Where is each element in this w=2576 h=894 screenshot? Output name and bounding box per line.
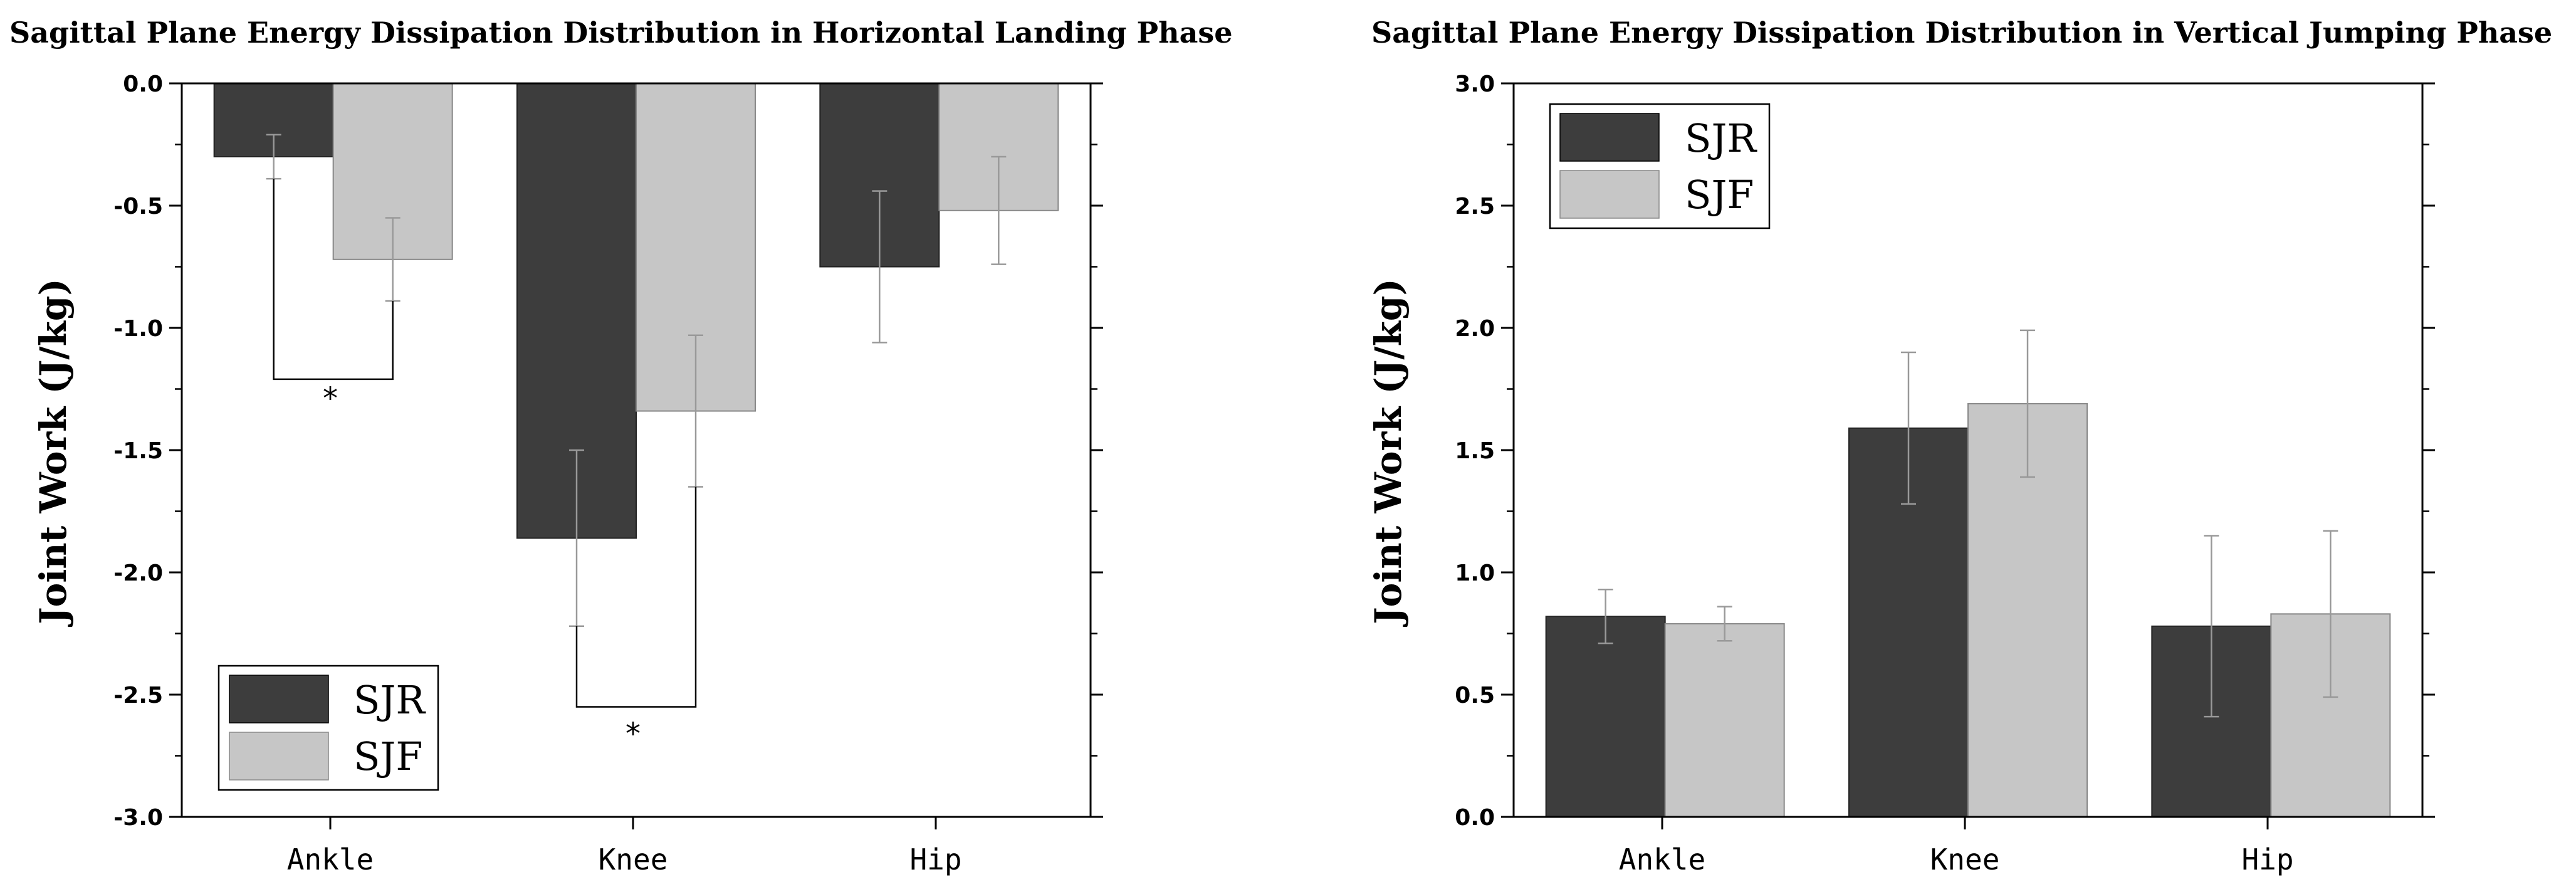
- y-tick-label: 0.5: [1455, 683, 1495, 708]
- legend-label-sjr: SJR: [353, 677, 426, 723]
- chart-right-ylabel: Joint Work (J/kg): [1367, 278, 1410, 628]
- significance-bracket-knee: [575, 486, 697, 708]
- y-tick-label: -1.5: [113, 438, 163, 464]
- y-tick-label: -1.0: [113, 316, 163, 342]
- significance-star-ankle: *: [323, 381, 338, 416]
- error-bar-sjf-hip: [2323, 530, 2338, 698]
- x-tick-label-ankle: Ankle: [1619, 843, 1705, 876]
- y-tick-label: 0.0: [1455, 805, 1495, 831]
- y-tick-label: 2.0: [1455, 316, 1495, 342]
- error-bar-sjr-hip: [2204, 535, 2219, 718]
- chart-left-ylabel: Joint Work (J/kg): [32, 278, 75, 628]
- chart-left-significance: * *: [273, 179, 697, 752]
- chart-left-bars: [213, 83, 1059, 539]
- chart-left-x-ticks: Ankle Knee Hip: [287, 817, 962, 876]
- y-tick-label: -2.5: [113, 683, 163, 708]
- error-bar-sjr-hip: [872, 190, 887, 344]
- legend-label-sjr: SJR: [1685, 115, 1757, 161]
- chart-left-plot-frame: [181, 82, 1092, 818]
- chart-left-title: Sagittal Plane Energy Dissipation Distri…: [9, 16, 1233, 50]
- chart-right-x-ticks: Ankle Knee Hip: [1619, 817, 2294, 876]
- error-bar-sjf-knee: [2020, 329, 2035, 478]
- x-tick-label-knee: Knee: [599, 843, 668, 876]
- y-tick-label: 2.5: [1455, 194, 1495, 219]
- x-tick-label-hip: Hip: [909, 843, 961, 876]
- significance-bracket-ankle: [273, 179, 394, 381]
- chart-right-plot-frame: [1512, 82, 2424, 818]
- legend-swatch-sjf: [229, 732, 329, 781]
- bar-sjr-ankle: [1545, 616, 1666, 818]
- chart-left-legend: SJR SJF: [217, 665, 439, 791]
- x-tick-label-knee: Knee: [1930, 843, 2000, 876]
- error-bar-sjr-knee: [1901, 351, 1916, 505]
- bar-sjf-ankle: [1664, 623, 1785, 818]
- legend-swatch-sjr: [1559, 113, 1660, 162]
- chart-right-legend: SJR SJF: [1549, 103, 1771, 229]
- error-bar-sjf-hip: [991, 155, 1007, 265]
- y-tick-label: -0.5: [113, 194, 163, 219]
- chart-right-title: Sagittal Plane Energy Dissipation Distri…: [1371, 16, 2552, 50]
- x-tick-label-ankle: Ankle: [287, 843, 374, 876]
- chart-left: Sagittal Plane Energy Dissipation Distri…: [9, 16, 1233, 876]
- y-tick-label: -2.0: [113, 560, 163, 586]
- chart-right-bars: [1545, 402, 2391, 818]
- y-tick-label: 1.5: [1455, 438, 1495, 464]
- y-tick-label: 0.0: [123, 71, 163, 97]
- significance-star-knee: *: [626, 717, 641, 752]
- y-tick-label: -3.0: [113, 805, 163, 831]
- legend-label-sjf: SJF: [1685, 172, 1754, 218]
- chart-left-y-ticks: 0.0 -0.5 -1.0 -1.5 -2.0 -2.5 -3.0: [113, 71, 1103, 831]
- error-bar-sjf-ankle: [1717, 606, 1732, 642]
- chart-right-error-bars: [1598, 329, 2338, 718]
- legend-swatch-sjr: [229, 675, 329, 723]
- error-bar-sjr-ankle: [1598, 589, 1613, 644]
- y-tick-label: 3.0: [1455, 71, 1495, 97]
- chart-right-y-ticks: 0.0 0.5 1.0 1.5 2.0 2.5 3.0: [1455, 71, 2435, 831]
- x-tick-label-hip: Hip: [2241, 843, 2293, 876]
- y-tick-label: 1.0: [1455, 560, 1495, 586]
- legend-swatch-sjf: [1559, 170, 1660, 219]
- legend-label-sjf: SJF: [353, 734, 422, 779]
- chart-right: Sagittal Plane Energy Dissipation Distri…: [1367, 16, 2552, 876]
